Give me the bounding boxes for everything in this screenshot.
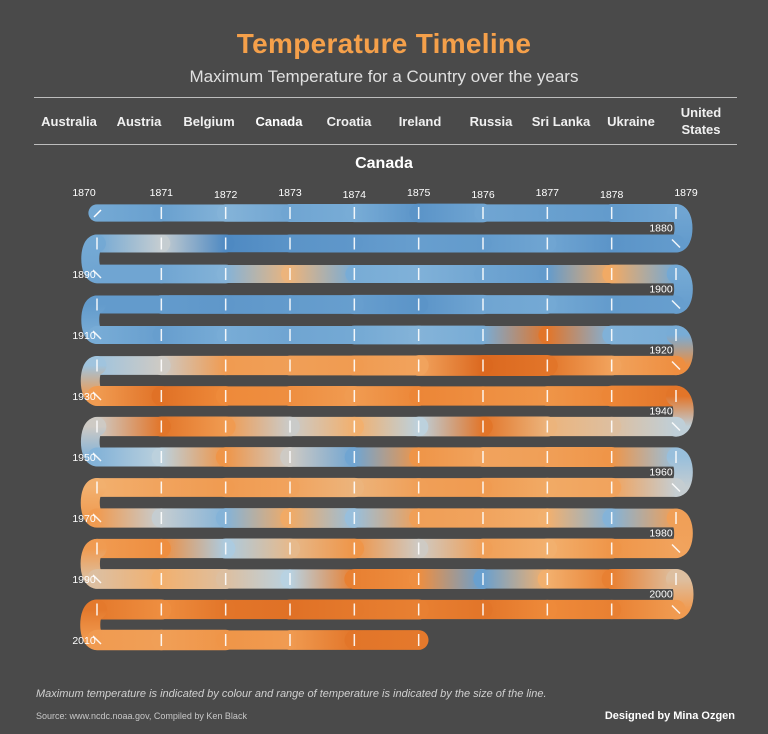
- year-tick-1940: [671, 421, 681, 432]
- page-subtitle: Maximum Temperature for a Country over t…: [189, 67, 579, 86]
- country-option-ukraine[interactable]: Ukraine: [607, 113, 655, 129]
- year-tick-1950: [92, 452, 102, 462]
- year-tick-1970: [92, 513, 102, 523]
- page-title: Temperature Timeline: [236, 28, 532, 59]
- country-option-belgium[interactable]: Belgium: [183, 113, 235, 129]
- country-option-united-states[interactable]: United States: [680, 105, 722, 137]
- row-label-2010: 2010: [72, 635, 96, 647]
- axis-label-1873: 1873: [278, 187, 302, 199]
- year-tick-1920: [671, 360, 681, 371]
- country-option-ireland[interactable]: Ireland: [398, 113, 442, 129]
- year-tick-1930: [92, 391, 102, 401]
- year-tick-1890: [92, 269, 102, 279]
- turn-label-2000: 2000: [649, 589, 673, 601]
- axis-label-1872: 1872: [214, 189, 238, 201]
- row-label-1930: 1930: [72, 391, 96, 403]
- row-label-1890: 1890: [72, 269, 96, 281]
- country-option-sri-lanka[interactable]: Sri Lanka: [531, 113, 591, 129]
- turn-label-1900: 1900: [649, 284, 673, 296]
- year-tick-2000: [671, 604, 681, 615]
- footer-note: Maximum temperature is indicated by colo…: [36, 688, 547, 700]
- axis-label-1877: 1877: [536, 187, 560, 199]
- axis-label-1875: 1875: [407, 187, 431, 199]
- row-label-1910: 1910: [72, 330, 96, 342]
- axis-label-1879: 1879: [674, 187, 698, 199]
- year-tick-1980: [671, 543, 681, 554]
- turn-label-1960: 1960: [649, 467, 673, 479]
- country-option-australia[interactable]: Australia: [41, 113, 97, 129]
- turn-label-1940: 1940: [649, 406, 673, 418]
- axis-label-1878: 1878: [600, 189, 624, 201]
- year-tick-1870: [93, 209, 102, 218]
- year-tick-1900: [671, 299, 681, 310]
- turn-label-1920: 1920: [649, 345, 673, 357]
- country-option-croatia[interactable]: Croatia: [326, 113, 372, 129]
- country-option-russia[interactable]: Russia: [469, 113, 513, 129]
- footer-source: Source: www.ncdc.noaa.gov, Compiled by K…: [36, 711, 247, 721]
- row-label-1950: 1950: [72, 452, 96, 464]
- country-selector: Australia Austria Belgium Canada Croatia…: [34, 97, 737, 145]
- row-label-1970: 1970: [72, 513, 96, 525]
- row-label-1990: 1990: [72, 574, 96, 586]
- year-tick-1880: [671, 238, 681, 249]
- chart-title: Canada: [355, 155, 413, 172]
- year-tick-1990: [92, 574, 102, 584]
- axis-label-1871: 1871: [150, 187, 174, 199]
- turn-label-1980: 1980: [649, 528, 673, 540]
- axis-label-1876: 1876: [471, 189, 495, 201]
- year-tick-1960: [671, 482, 681, 493]
- country-option-canada[interactable]: Canada: [255, 113, 303, 129]
- axis-label-1870: 1870: [72, 187, 96, 199]
- year-tick-2010: [92, 635, 102, 645]
- country-option-austria[interactable]: Austria: [116, 113, 162, 129]
- turn-label-1880: 1880: [649, 223, 673, 235]
- footer-designer: Designed by Mina Ozgen: [604, 710, 735, 722]
- year-tick-1910: [92, 330, 102, 340]
- axis-label-1874: 1874: [343, 189, 367, 201]
